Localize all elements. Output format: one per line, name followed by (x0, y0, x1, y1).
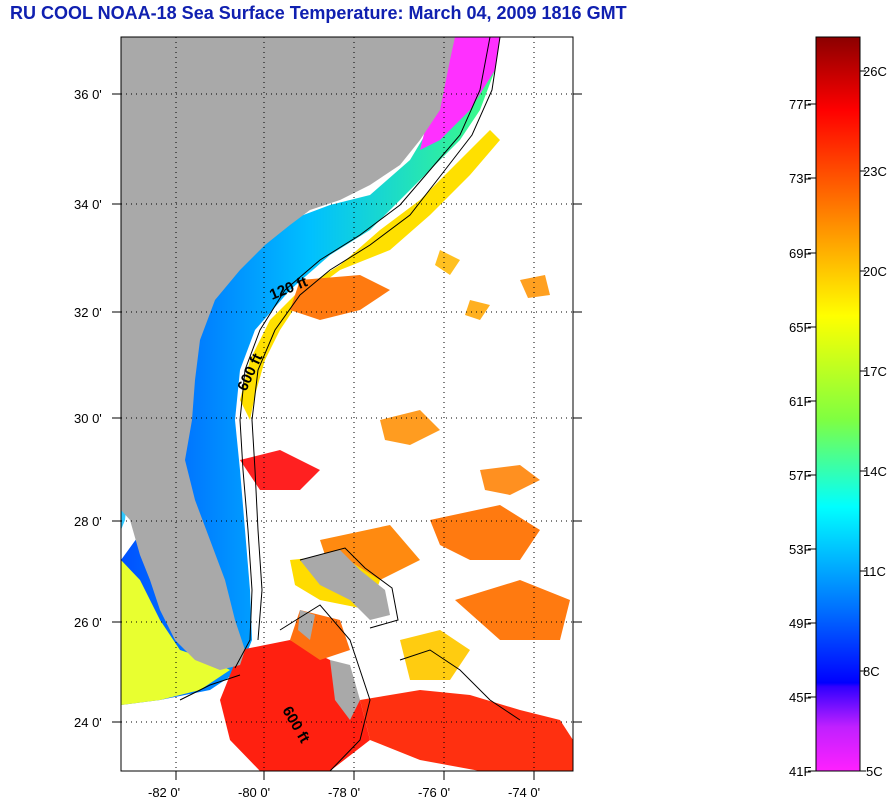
colorbar-f-label: 53F (789, 542, 811, 557)
y-tick-label: 26 0' (74, 615, 102, 630)
colorbar-c-label: 5C (866, 764, 883, 779)
colorbar-c-label: 17C (863, 364, 887, 379)
colorbar-f-label: 61F (789, 394, 811, 409)
colorbar-f-label: 45F (789, 690, 811, 705)
colorbar-f-label: 73F (789, 171, 811, 186)
x-tick-label: -82 0' (148, 785, 180, 800)
land-mass (121, 37, 455, 720)
colorbar-f-label: 49F (789, 616, 811, 631)
colorbar-c-label: 8C (863, 664, 880, 679)
y-tick-label: 32 0' (74, 305, 102, 320)
bathymetry-contours (179, 37, 521, 771)
colorbar-f-label: 41F (789, 764, 811, 779)
y-tick-label: 28 0' (74, 514, 102, 529)
colorbar-f-label: 57F (789, 468, 811, 483)
y-tick-label: 30 0' (74, 411, 102, 426)
map-panel: 120 ft 600 ft 600 ft (121, 37, 573, 771)
colorbar-f-label: 65F (789, 320, 811, 335)
colorbar-c-label: 23C (863, 164, 887, 179)
map-border (120, 36, 574, 772)
axis-ticks (112, 93, 582, 780)
x-tick-label: -74 0' (508, 785, 540, 800)
map-title: RU COOL NOAA-18 Sea Surface Temperature:… (10, 3, 627, 23)
colorbar-f-label: 77F (789, 97, 811, 112)
y-tick-label: 24 0' (74, 715, 102, 730)
x-tick-label: -76 0' (418, 785, 450, 800)
colorbar-f-label: 69F (789, 246, 811, 261)
x-tick-label: -80 0' (238, 785, 270, 800)
x-tick-label: -78 0' (328, 785, 360, 800)
y-tick-label: 36 0' (74, 87, 102, 102)
colorbar-c-label: 11C (863, 564, 886, 579)
colorbar-c-label: 20C (863, 264, 887, 279)
y-tick-label: 34 0' (74, 197, 102, 212)
temperature-colorbar (808, 36, 866, 772)
colorbar-c-label: 26C (863, 64, 887, 79)
graticule (121, 37, 573, 771)
colorbar-c-label: 14C (863, 464, 887, 479)
